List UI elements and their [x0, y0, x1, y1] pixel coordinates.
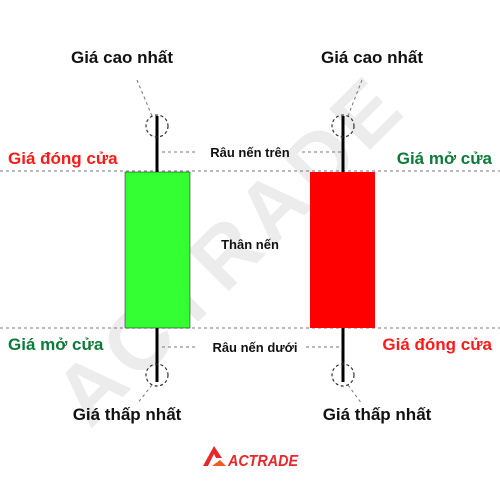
bullish-high-circle	[145, 114, 169, 138]
bullish-low-circle	[145, 363, 169, 387]
right-bottom-label: Giá đóng cửa	[382, 335, 492, 354]
actrade-logo-icon	[203, 446, 226, 466]
bullish-low-pointer	[136, 384, 153, 405]
upper-wick-label: Râu nến trên	[210, 145, 290, 160]
bearish-high-pointer	[347, 79, 363, 117]
bullish-body	[124, 171, 191, 329]
logo-text: ACTRADE	[227, 453, 299, 470]
actrade-logo: ACTRADE	[203, 446, 299, 470]
left-high-label: Giá cao nhất	[71, 48, 173, 67]
bearish-body	[310, 172, 375, 328]
bearish-high-circle	[331, 114, 355, 138]
left-bottom-label: Giá mở cửa	[8, 335, 104, 354]
left-top-label: Giá đóng cửa	[8, 149, 118, 168]
body-label: Thân nến	[221, 237, 279, 252]
right-low-label: Giá thấp nhất	[323, 405, 432, 424]
bearish-low-pointer	[347, 384, 363, 405]
lower-wick-label: Râu nến dưới	[212, 340, 297, 355]
right-high-label: Giá cao nhất	[321, 48, 423, 67]
bearish-candle	[310, 79, 375, 405]
left-low-label: Giá thấp nhất	[73, 405, 182, 424]
bullish-high-pointer	[136, 79, 153, 117]
bearish-low-circle	[331, 363, 355, 387]
bullish-candle	[124, 79, 191, 405]
right-top-label: Giá mở cửa	[397, 149, 493, 168]
